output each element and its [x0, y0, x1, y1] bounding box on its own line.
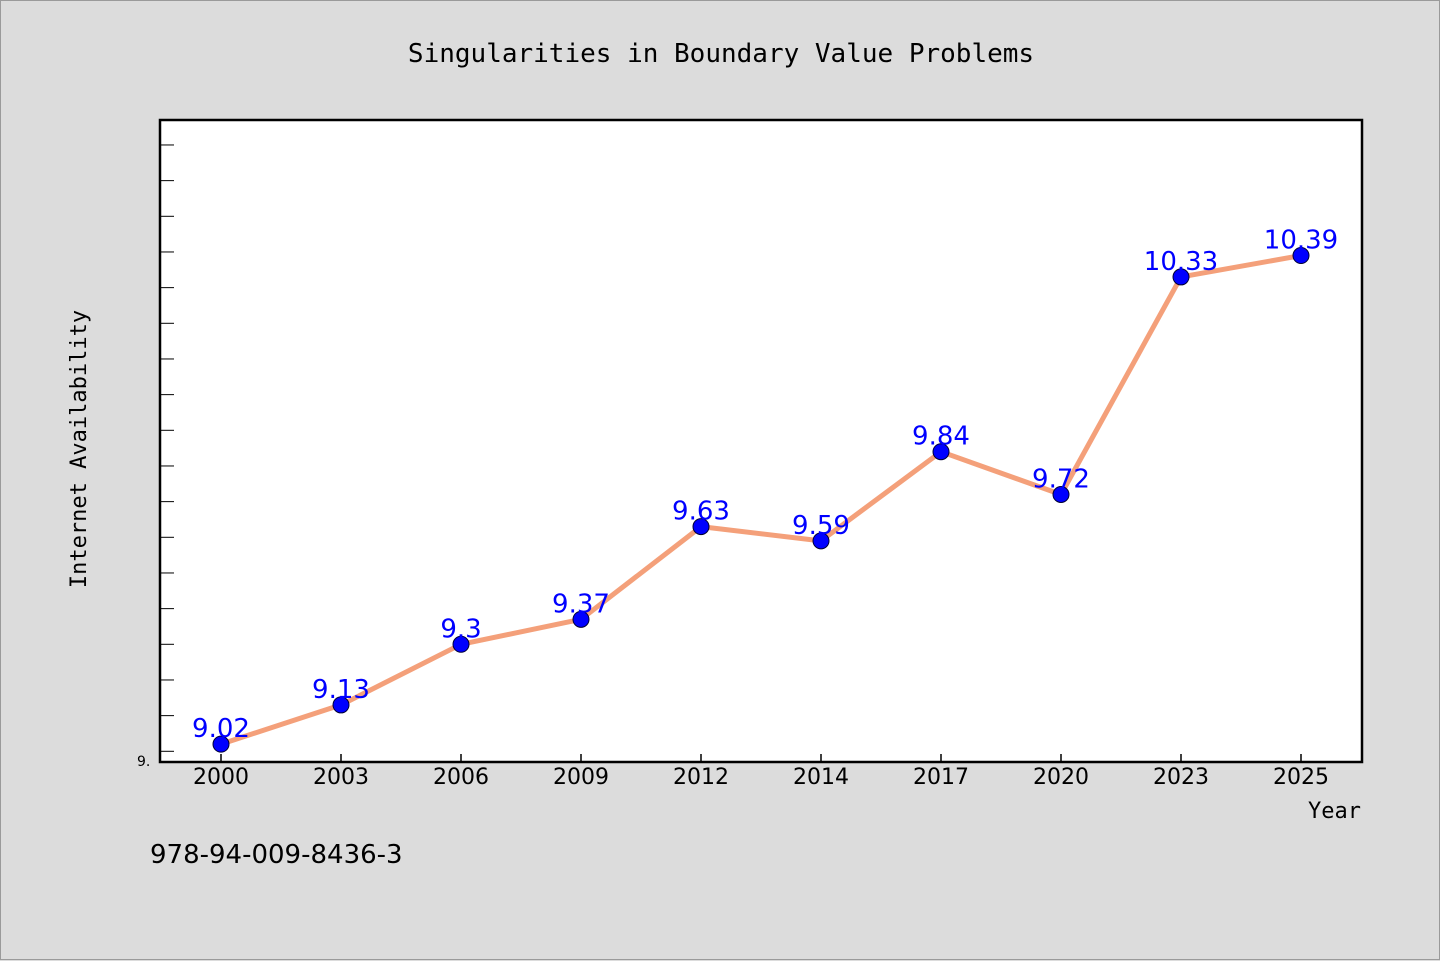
data-labels: 9.02 9.13 9.3 9.37 9.63 9.59 9.84 9.72 10.33 10.3…	[192, 226, 1338, 745]
data-label: 9.59	[792, 511, 850, 541]
isbn-text: 978-94-009-8436-3	[150, 840, 403, 870]
data-point	[572, 610, 590, 628]
data-label: 9.72	[1032, 465, 1090, 495]
x-tick-label: 2025	[1273, 765, 1329, 790]
data-point	[1052, 486, 1070, 503]
data-point	[1172, 268, 1190, 286]
data-point	[1292, 247, 1310, 265]
data-label: 9.02	[192, 714, 250, 744]
data-point	[212, 735, 230, 753]
x-tick-label: 2023	[1153, 765, 1209, 790]
x-tick-label: 2006	[433, 765, 489, 790]
data-label: 9.13	[312, 675, 370, 705]
series-line	[218, 253, 1304, 747]
data-point	[692, 518, 710, 536]
data-label: 10.39	[1264, 226, 1338, 256]
chart-title: Singularities in Boundary Value Problems	[408, 39, 1034, 69]
x-tick-label: 2000	[193, 765, 249, 790]
data-label: 9.63	[672, 497, 730, 527]
data-label: 9.37	[552, 589, 610, 619]
data-point	[332, 696, 350, 714]
x-tick-label: 2012	[673, 765, 729, 790]
y-axis-label: Internet Availability	[67, 310, 92, 588]
y-axis-ticks	[160, 144, 174, 752]
y-tick-label: 9.	[137, 754, 150, 770]
data-label: 9.3	[440, 614, 481, 644]
x-tick-label: 2020	[1033, 765, 1089, 790]
data-markers	[212, 247, 1310, 753]
data-point	[932, 443, 950, 461]
data-label: 9.84	[912, 422, 970, 452]
x-axis-label: Year	[1308, 799, 1361, 824]
x-tick-label: 2003	[313, 765, 369, 790]
data-label: 10.33	[1144, 247, 1218, 277]
data-point	[452, 635, 470, 653]
x-tick-label: 2017	[913, 765, 969, 790]
x-axis-ticks: 2000 2003 2006 2009 2012 2014 2017 2020 2023 2025	[193, 754, 1329, 790]
x-tick-label: 2014	[793, 765, 849, 790]
data-point	[812, 532, 830, 550]
x-tick-label: 2009	[553, 765, 609, 790]
plot-area	[158, 118, 1364, 764]
